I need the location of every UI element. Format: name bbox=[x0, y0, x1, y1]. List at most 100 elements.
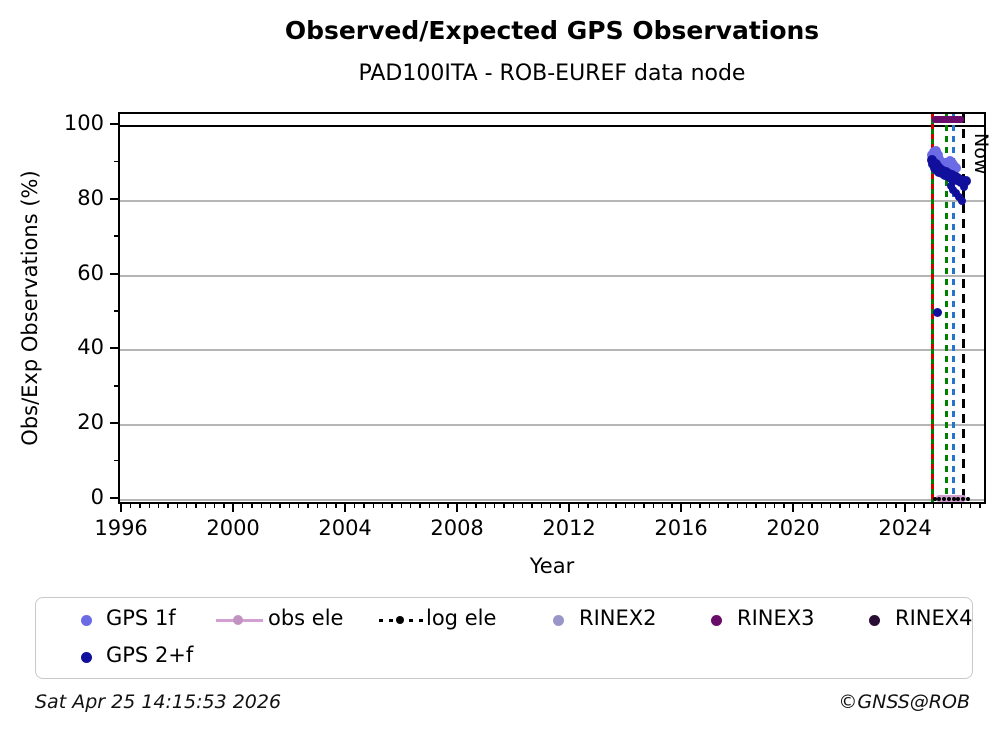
chart-subtitle: PAD100ITA - ROB-EUREF data node bbox=[358, 61, 746, 86]
x-minor-tick bbox=[941, 504, 944, 508]
x-minor-tick bbox=[241, 504, 244, 508]
legend-marker-gps-2-f bbox=[80, 651, 92, 663]
x-minor-tick bbox=[512, 504, 515, 508]
y-major-tick bbox=[110, 197, 118, 200]
x-minor-tick bbox=[176, 504, 179, 508]
availability-bar-obs-ele bbox=[935, 495, 967, 503]
scatter-point-gps-2+f bbox=[959, 183, 968, 192]
x-minor-tick bbox=[699, 504, 701, 508]
log-ele-marker bbox=[946, 496, 951, 501]
x-minor-tick bbox=[969, 504, 972, 508]
x-minor-tick bbox=[381, 504, 384, 508]
x-minor-tick bbox=[139, 504, 141, 508]
x-minor-tick bbox=[325, 504, 328, 508]
x-major-tick bbox=[792, 504, 795, 512]
y-major-tick bbox=[110, 422, 118, 425]
x-minor-tick bbox=[596, 504, 599, 508]
x-minor-tick bbox=[801, 504, 804, 508]
y-minor-tick bbox=[114, 160, 118, 163]
x-tick-label: 2012 bbox=[542, 516, 596, 540]
y-axis-label: Obs/Exp Observations (%) bbox=[18, 170, 42, 446]
scatter-point-gps-2+f bbox=[960, 175, 971, 186]
x-minor-tick bbox=[979, 504, 981, 508]
y-major-tick bbox=[110, 347, 118, 350]
y-tick-label: 0 bbox=[90, 485, 104, 509]
legend-marker-log-ele bbox=[396, 616, 404, 624]
x-minor-tick bbox=[549, 504, 552, 508]
x-minor-tick bbox=[335, 504, 337, 508]
x-minor-tick bbox=[316, 504, 319, 508]
x-minor-tick bbox=[204, 504, 207, 508]
x-minor-tick bbox=[932, 504, 935, 508]
x-major-tick bbox=[568, 504, 571, 512]
y-gridline bbox=[120, 424, 984, 427]
log-ele-marker bbox=[942, 496, 947, 501]
legend-label-obs-ele: obs ele bbox=[268, 606, 344, 630]
scatter-point-gps-1f bbox=[951, 162, 962, 173]
x-major-tick bbox=[680, 504, 683, 512]
x-tick-label: 2016 bbox=[654, 516, 708, 540]
x-minor-tick bbox=[755, 504, 757, 508]
x-minor-tick bbox=[428, 504, 431, 508]
legend-marker-gps-1f bbox=[80, 614, 92, 626]
x-minor-tick bbox=[661, 504, 664, 508]
scatter-point-gps-2+f bbox=[955, 192, 964, 201]
y-tick-label: 40 bbox=[77, 335, 104, 360]
x-minor-tick bbox=[353, 504, 356, 508]
scatter-point-gps-2+f bbox=[957, 197, 966, 206]
x-minor-tick bbox=[167, 504, 169, 508]
x-minor-tick bbox=[736, 504, 739, 508]
x-tick-label: 2024 bbox=[878, 516, 932, 540]
x-minor-tick bbox=[195, 504, 197, 508]
x-minor-tick bbox=[372, 504, 375, 508]
x-minor-tick bbox=[773, 504, 776, 508]
x-minor-tick bbox=[643, 504, 645, 508]
x-minor-tick bbox=[745, 504, 748, 508]
x-minor-tick bbox=[531, 504, 533, 508]
x-tick-label: 2020 bbox=[766, 516, 820, 540]
x-minor-tick bbox=[437, 504, 440, 508]
x-minor-tick bbox=[269, 504, 272, 508]
y-major-tick bbox=[110, 497, 118, 499]
plot-area: Now bbox=[118, 112, 992, 504]
x-minor-tick bbox=[587, 504, 589, 508]
x-tick-label: 2000 bbox=[206, 516, 260, 540]
x-minor-tick bbox=[521, 504, 524, 508]
x-minor-tick bbox=[624, 504, 627, 508]
x-tick-label: 2008 bbox=[430, 516, 484, 540]
x-minor-tick bbox=[895, 504, 897, 508]
y-minor-tick bbox=[114, 459, 118, 462]
availability-bar-rinex3 bbox=[931, 115, 964, 123]
x-axis-label: Year bbox=[529, 554, 575, 578]
y-gridline bbox=[120, 349, 984, 352]
legend-label-gps-1f: GPS 1f bbox=[106, 606, 176, 630]
credit-text: ©GNSS@ROB bbox=[838, 691, 970, 713]
y-major-tick bbox=[110, 272, 118, 275]
x-minor-tick bbox=[391, 504, 393, 508]
legend-marker-rinex3 bbox=[710, 614, 722, 626]
y-gridline bbox=[120, 274, 984, 277]
x-minor-tick bbox=[400, 504, 403, 508]
x-minor-tick bbox=[839, 504, 841, 508]
x-tick-label: 2004 bbox=[318, 516, 372, 540]
x-minor-tick bbox=[363, 504, 365, 508]
x-minor-tick bbox=[717, 504, 720, 508]
x-minor-tick bbox=[848, 504, 851, 508]
y-tick-label: 80 bbox=[77, 185, 104, 210]
y-gridline bbox=[120, 499, 984, 501]
y-minor-tick bbox=[114, 385, 118, 387]
x-minor-tick bbox=[829, 504, 832, 508]
x-minor-tick bbox=[251, 504, 253, 508]
x-minor-tick bbox=[465, 504, 468, 508]
x-major-tick bbox=[456, 504, 459, 512]
x-minor-tick bbox=[727, 504, 729, 508]
x-minor-tick bbox=[885, 504, 888, 508]
y-tick-label: 20 bbox=[77, 410, 104, 435]
x-minor-tick bbox=[811, 504, 813, 508]
legend-label-log-ele: log ele bbox=[426, 606, 497, 630]
x-minor-tick bbox=[820, 504, 823, 508]
log-ele-marker bbox=[961, 496, 966, 501]
legend-label-rinex3: RINEX3 bbox=[737, 606, 815, 630]
x-minor-tick bbox=[503, 504, 505, 508]
log-ele-marker bbox=[932, 496, 937, 501]
